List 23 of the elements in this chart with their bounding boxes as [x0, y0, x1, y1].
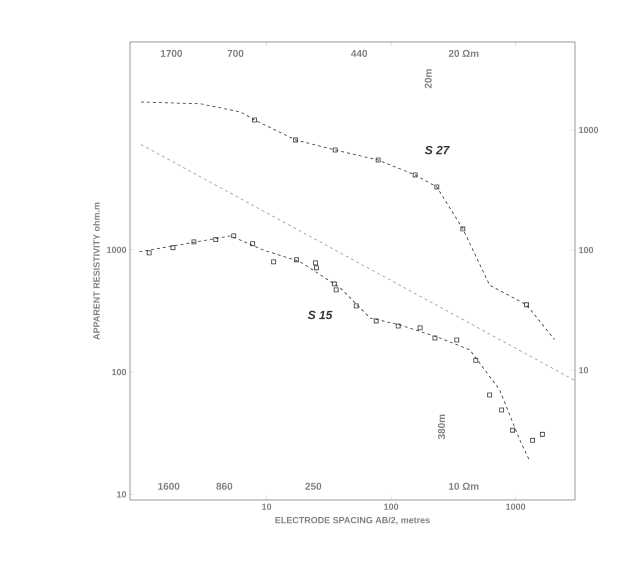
annotation: S 27: [424, 146, 450, 154]
y-tick-label: 100: [579, 246, 594, 254]
annotation: 700: [228, 50, 244, 57]
y-axis-title: APPARENT RESISTIVITY ohm.m: [93, 202, 100, 340]
annotation: 1600: [158, 482, 180, 490]
y-tick-label: 10: [117, 491, 126, 498]
annotation: 20m: [424, 69, 432, 88]
y-tick-label: 1000: [107, 246, 126, 253]
annotation: 440: [351, 50, 368, 57]
x-axis-title: ELECTRODE SPACING AB/2, metres: [275, 516, 430, 525]
y-tick-label: 100: [112, 368, 126, 376]
annotation: S 15: [308, 310, 332, 320]
y-tick-label: 1000: [579, 126, 598, 134]
x-tick-label: 10: [262, 504, 272, 510]
annotation: 250: [305, 482, 322, 490]
annotation: 10 Ωm: [449, 482, 478, 490]
annotation: 20 Ωm: [448, 50, 478, 57]
x-tick-label: 1000: [506, 504, 526, 510]
x-tick-label: 100: [384, 504, 398, 510]
annotation: 1700: [160, 50, 182, 57]
annotation: 860: [216, 482, 232, 490]
y-tick-label: 10: [579, 366, 588, 374]
annotation: 380m: [438, 414, 446, 440]
